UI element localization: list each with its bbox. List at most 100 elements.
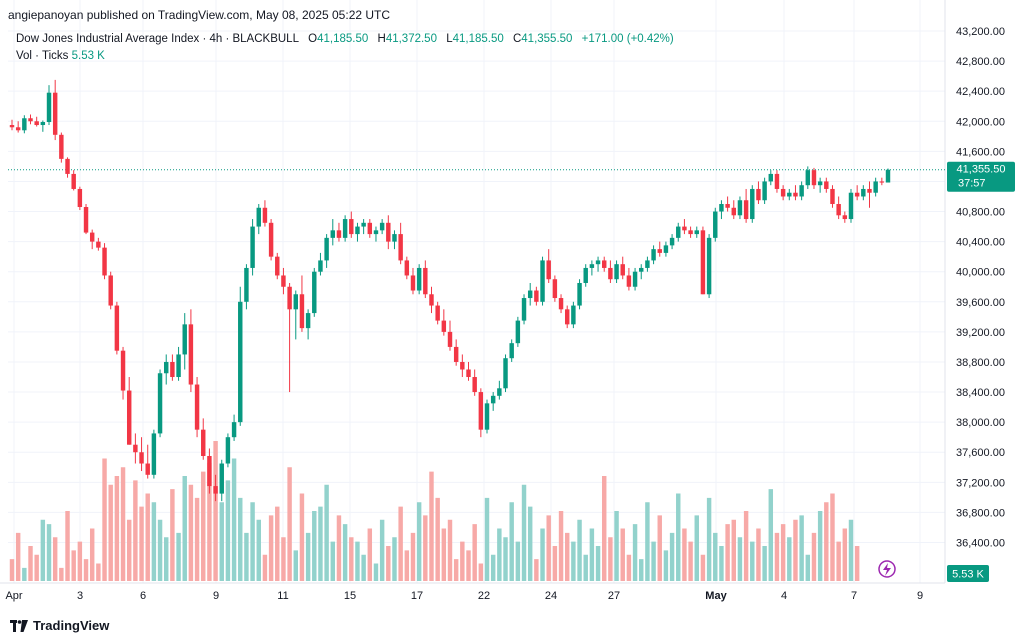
volume-bar bbox=[379, 519, 385, 581]
lightning-icon[interactable] bbox=[878, 560, 896, 578]
candle-body bbox=[281, 275, 286, 287]
volume-bar bbox=[367, 528, 373, 581]
volume-bar bbox=[126, 519, 132, 581]
candle-body bbox=[571, 305, 576, 325]
volume-bar bbox=[9, 559, 15, 581]
volume-bar bbox=[552, 546, 558, 581]
price-tick-label: 38,000.00 bbox=[956, 417, 1005, 429]
volume-bar bbox=[836, 541, 841, 581]
volume-bar bbox=[423, 515, 428, 581]
volume-bar bbox=[83, 559, 89, 581]
volume-bar bbox=[737, 537, 743, 581]
open-label: O bbox=[308, 33, 318, 45]
volume-bar bbox=[188, 484, 194, 581]
volume-bar bbox=[281, 537, 286, 581]
volume-bar bbox=[626, 554, 632, 581]
candle-body bbox=[484, 403, 490, 430]
candle-body bbox=[330, 230, 336, 238]
candle-body bbox=[52, 92, 58, 135]
volume-bar bbox=[651, 541, 656, 581]
candle-body bbox=[213, 486, 218, 494]
candle-body bbox=[824, 181, 829, 189]
volume-bar bbox=[207, 462, 212, 581]
price-tick-label: 39,600.00 bbox=[956, 297, 1005, 309]
volume-bar bbox=[219, 502, 224, 581]
candle-body bbox=[805, 170, 811, 186]
candle-body bbox=[287, 286, 292, 310]
volume-bar bbox=[762, 546, 767, 581]
volume-bar bbox=[484, 497, 490, 581]
candle-body bbox=[694, 230, 699, 235]
volume-bar bbox=[676, 493, 681, 581]
volume-bar bbox=[386, 546, 391, 581]
symbol-title[interactable]: Dow Jones Industrial Average Index · 4h … bbox=[16, 33, 299, 45]
volume-bar bbox=[571, 541, 576, 581]
volume-bar bbox=[250, 502, 255, 581]
volume-bar bbox=[595, 546, 601, 581]
candle-body bbox=[318, 260, 323, 272]
candle-body bbox=[583, 267, 588, 283]
candle-body bbox=[497, 388, 502, 396]
candle-body bbox=[194, 384, 200, 430]
price-tick-label: 42,800.00 bbox=[956, 56, 1005, 68]
candle-body bbox=[762, 181, 767, 201]
volume-bar bbox=[299, 493, 305, 581]
volume-bar bbox=[725, 524, 730, 581]
price-tick-label: 38,400.00 bbox=[956, 387, 1005, 399]
candle-body bbox=[737, 200, 743, 216]
candle-body bbox=[460, 361, 465, 370]
candle-body bbox=[404, 260, 410, 276]
price-tick-label: 36,800.00 bbox=[956, 507, 1005, 519]
time-tick-label: 9 bbox=[213, 590, 219, 602]
volume-bar bbox=[305, 532, 311, 581]
volume-bar bbox=[441, 528, 447, 581]
candle-body bbox=[731, 207, 736, 216]
volume-bar bbox=[805, 554, 811, 581]
volume-label[interactable]: Vol · Ticks bbox=[16, 50, 69, 62]
candle-body bbox=[441, 320, 447, 332]
candle-body bbox=[305, 313, 311, 329]
candle-body bbox=[620, 264, 625, 276]
price-tick-label: 40,000.00 bbox=[956, 267, 1005, 279]
candle-body bbox=[713, 211, 718, 238]
volume-bar bbox=[157, 519, 163, 581]
high-label: H bbox=[377, 33, 386, 45]
publisher-line: angiepanoyan published on TradingView.co… bbox=[8, 8, 391, 22]
volume-bar bbox=[503, 537, 508, 581]
candle-body bbox=[478, 392, 484, 430]
change-value: +171.00 (+0.42%) bbox=[581, 33, 674, 45]
time-tick-label: 4 bbox=[781, 590, 787, 602]
candle-body bbox=[750, 188, 755, 220]
volume-bar bbox=[509, 502, 514, 581]
candle-body bbox=[527, 290, 533, 299]
candle-body bbox=[774, 173, 780, 189]
candle-body bbox=[540, 260, 545, 302]
volume-bar bbox=[589, 528, 595, 581]
candle-body bbox=[657, 249, 662, 253]
candle-body bbox=[108, 275, 113, 306]
candle-body bbox=[268, 222, 274, 257]
candle-body bbox=[558, 298, 564, 310]
candle-body bbox=[342, 219, 348, 238]
volume-bar bbox=[632, 524, 638, 581]
volume-bar bbox=[663, 550, 669, 581]
candle-body bbox=[367, 222, 373, 235]
close-label: C bbox=[512, 33, 522, 45]
low-label: L bbox=[446, 33, 453, 45]
candle-body bbox=[842, 215, 848, 220]
low-value: 41,185.50 bbox=[452, 33, 504, 45]
candle-body bbox=[151, 433, 157, 475]
volume-bar bbox=[361, 554, 366, 581]
volume-bar bbox=[490, 554, 496, 581]
candle-body bbox=[373, 230, 379, 235]
candle-body bbox=[83, 207, 89, 233]
candle-body bbox=[811, 170, 817, 186]
candle-body bbox=[89, 232, 95, 242]
candle-body bbox=[435, 305, 440, 321]
candle-body bbox=[398, 234, 403, 261]
volume-bar bbox=[731, 519, 736, 581]
candle-body bbox=[780, 188, 786, 197]
footer-brand[interactable]: TradingView bbox=[10, 618, 109, 633]
time-tick-label: May bbox=[705, 590, 727, 602]
